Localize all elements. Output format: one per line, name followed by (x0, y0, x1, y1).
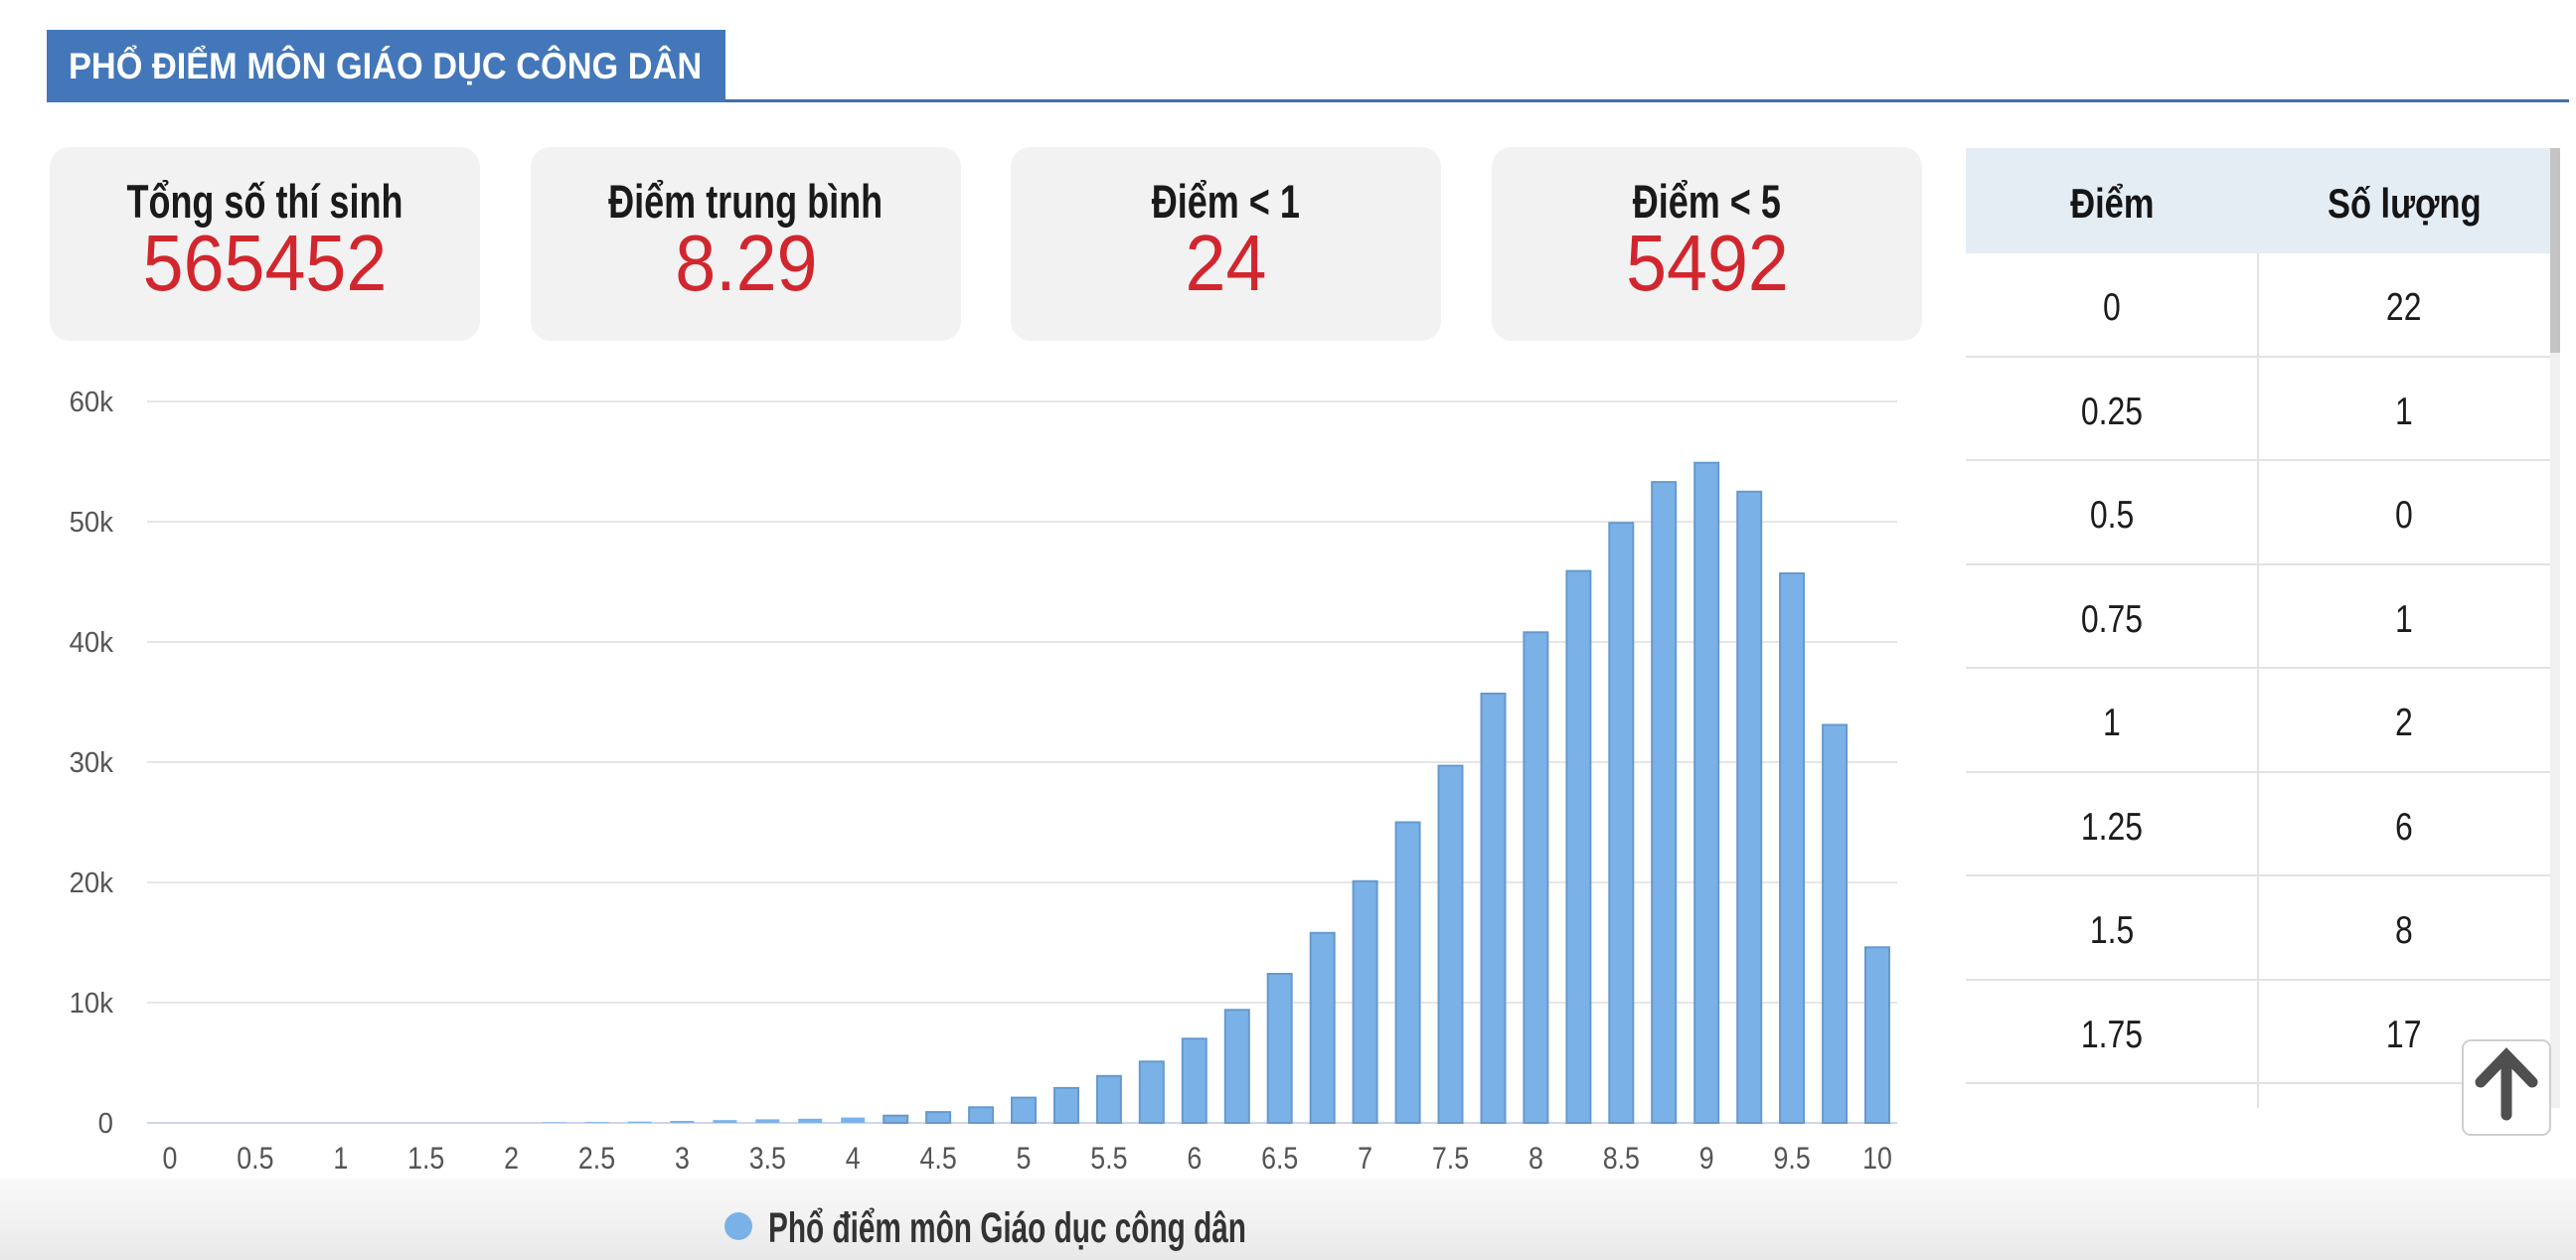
svg-text:0: 0 (163, 1142, 178, 1176)
svg-text:6: 6 (1187, 1142, 1202, 1176)
svg-text:6.5: 6.5 (1261, 1142, 1298, 1176)
svg-text:9.5: 9.5 (1773, 1142, 1810, 1176)
svg-text:5.5: 5.5 (1090, 1142, 1127, 1176)
svg-text:7: 7 (1358, 1142, 1372, 1176)
svg-text:0: 0 (98, 1106, 113, 1139)
svg-text:8.5: 8.5 (1603, 1142, 1640, 1176)
svg-text:0.5: 0.5 (237, 1142, 273, 1176)
svg-text:1: 1 (333, 1142, 348, 1176)
svg-text:5: 5 (1017, 1142, 1032, 1176)
svg-text:10k: 10k (70, 986, 114, 1019)
svg-text:1.5: 1.5 (407, 1142, 444, 1176)
svg-text:3.5: 3.5 (749, 1142, 786, 1176)
svg-text:8: 8 (1529, 1142, 1543, 1176)
svg-text:2.5: 2.5 (578, 1142, 615, 1176)
svg-text:60k: 60k (70, 385, 114, 417)
svg-text:3: 3 (675, 1142, 690, 1176)
svg-text:20k: 20k (70, 866, 114, 898)
svg-text:10: 10 (1862, 1142, 1892, 1176)
svg-text:2: 2 (504, 1142, 519, 1176)
svg-text:50k: 50k (70, 505, 114, 538)
svg-text:40k: 40k (70, 625, 114, 658)
svg-text:4.5: 4.5 (919, 1142, 956, 1176)
svg-text:7.5: 7.5 (1432, 1142, 1469, 1176)
svg-text:9: 9 (1699, 1142, 1714, 1176)
svg-text:4: 4 (846, 1142, 861, 1176)
svg-text:30k: 30k (70, 745, 114, 778)
